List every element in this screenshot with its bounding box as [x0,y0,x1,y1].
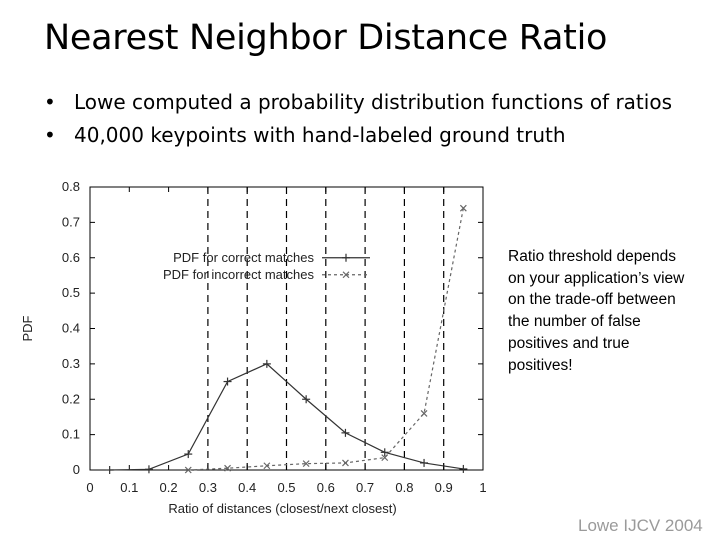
correct-matches-line [109,363,464,471]
incorrect-matches-point [420,409,428,417]
y-tick-label: 0 [73,462,80,477]
bullet-text: Lowe computed a probability distribution… [74,90,672,114]
correct-matches-point [144,465,153,474]
bullet-item: • Lowe computed a probability distributi… [44,90,672,123]
correct-matches-point [380,448,389,457]
incorrect-matches-point [459,204,467,212]
bullet-dot-icon: • [44,123,56,147]
incorrect-matches-point [263,462,271,470]
incorrect-matches-point [342,459,349,467]
correct-matches-point [184,450,193,459]
y-tick-label: 0.7 [62,214,80,229]
x-tick-label: 0.8 [395,480,413,495]
correct-matches-point [262,359,271,368]
bullet-list: • Lowe computed a probability distributi… [44,90,672,156]
y-tick-label: 0.5 [62,285,80,300]
x-tick-label: 0.2 [160,480,178,495]
incorrect-matches-point [302,460,310,468]
correct-matches-point [105,466,114,474]
legend-marker [342,253,350,262]
bullet-dot-icon: • [44,90,56,114]
bullet-item: • 40,000 keypoints with hand-labeled gro… [44,123,672,156]
correct-matches-point [302,395,311,404]
legend-label: PDF for incorrect matches [163,267,314,282]
y-axis-label: PDF [20,315,35,341]
y-tick-label: 0.3 [62,356,80,371]
bullet-text: 40,000 keypoints with hand-labeled groun… [74,123,566,147]
legend-marker [342,271,350,279]
incorrect-matches-point [184,466,192,474]
y-tick-label: 0.4 [62,321,80,336]
correct-matches-point [459,464,468,473]
incorrect-matches-point [381,454,389,462]
x-tick-label: 0.6 [317,480,335,495]
y-tick-label: 0.8 [62,179,80,194]
x-tick-label: 0 [86,480,93,495]
x-tick-label: 0.9 [435,480,453,495]
correct-matches-point [341,428,350,437]
slide-title: Nearest Neighbor Distance Ratio [44,18,608,58]
threshold-note: Ratio threshold depends on your applicat… [508,248,685,374]
x-tick-label: 0.4 [238,480,256,495]
x-tick-label: 0.7 [356,480,374,495]
x-tick-label: 1 [479,480,486,495]
y-tick-label: 0.6 [62,250,80,265]
y-tick-label: 0.2 [62,391,80,406]
legend-label: PDF for correct matches [173,250,314,265]
x-axis-label: Ratio of distances (closest/next closest… [168,501,396,516]
y-tick-label: 0.1 [62,427,80,442]
x-tick-label: 0.3 [199,480,217,495]
correct-matches-point [223,377,232,386]
x-tick-label: 0.1 [120,480,138,495]
correct-matches-point [420,458,429,467]
incorrect-matches-point [224,464,231,472]
citation-credit: Lowe IJCV 2004 [578,516,703,535]
incorrect-matches-line [188,208,464,471]
x-tick-label: 0.5 [277,480,295,495]
